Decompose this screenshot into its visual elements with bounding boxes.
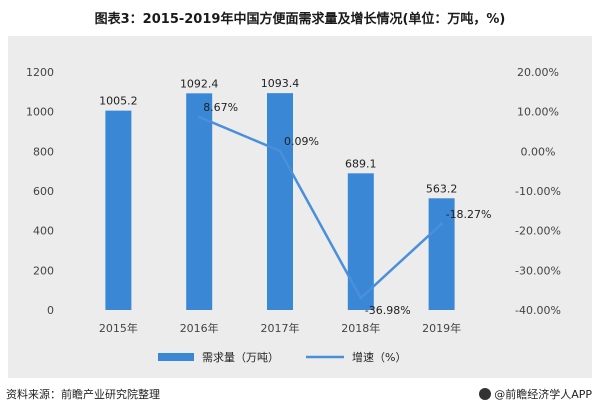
bar-data-labels: 1005.2 1092.4 1093.4 689.1 563.2 — [99, 77, 457, 195]
bar-data-label: 1092.4 — [180, 77, 219, 90]
left-axis-tick: 200 — [33, 264, 54, 277]
combo-chart: 0 200 400 600 800 1000 1200 -40.00% -30.00% -20.… — [26, 66, 561, 364]
bar-series — [105, 93, 455, 310]
left-axis-tick: 1000 — [26, 106, 54, 119]
bar — [428, 198, 455, 310]
line-data-label: 0.09% — [284, 135, 319, 148]
x-axis-ticks: 2015年 2016年 2017年 2018年 2019年 — [99, 321, 461, 335]
left-axis-tick: 1200 — [26, 66, 54, 79]
left-axis-tick: 600 — [33, 185, 54, 198]
left-axis-tick: 800 — [33, 145, 54, 158]
brand-logo-icon — [479, 388, 492, 400]
x-axis-tick: 2016年 — [180, 321, 219, 335]
x-axis-tick: 2015年 — [99, 321, 138, 335]
x-axis-tick: 2017年 — [261, 321, 300, 335]
right-axis-tick: -10.00% — [515, 185, 561, 198]
x-axis-tick: 2018年 — [341, 321, 380, 335]
line-point — [278, 149, 282, 153]
bar-data-label: 689.1 — [345, 157, 377, 170]
line-point — [440, 222, 444, 226]
line-data-labels: 8.67% 0.09% -36.98% -18.27% — [203, 101, 491, 317]
bar — [347, 173, 374, 310]
line-series — [197, 115, 444, 300]
bar — [267, 93, 293, 310]
brand-text: @前瞻经济学人APP — [494, 388, 592, 401]
line-data-label: -18.27% — [446, 208, 492, 221]
legend-bar-label: 需求量（万吨） — [202, 351, 279, 364]
line-point — [197, 115, 201, 119]
bar — [105, 110, 132, 310]
x-axis-tick: 2019年 — [422, 321, 461, 335]
right-axis-tick: 20.00% — [517, 66, 559, 79]
bar-data-label: 1005.2 — [99, 95, 138, 108]
source-note: 资料来源：前瞻产业研究院整理 — [6, 388, 160, 401]
right-axis-tick: 10.00% — [517, 106, 559, 119]
bar-data-label: 1093.4 — [261, 77, 300, 90]
right-axis-tick: -30.00% — [515, 264, 561, 277]
bar-data-label: 563.2 — [426, 182, 458, 195]
right-axis-ticks: -40.00% -30.00% -20.00% -10.00% 0.00% 10.00% 2… — [515, 66, 561, 317]
bar — [186, 93, 213, 310]
line-data-label: 8.67% — [203, 101, 238, 114]
legend-bar-swatch — [158, 353, 194, 361]
left-axis-ticks: 0 200 400 600 800 1000 1200 — [26, 66, 54, 317]
line-data-label: -36.98% — [365, 304, 411, 317]
brand-mark: @前瞻经济学人APP — [479, 386, 592, 402]
right-axis-tick: -40.00% — [515, 304, 561, 317]
growth-line — [198, 115, 443, 300]
legend-line-label: 增速（%） — [352, 350, 406, 364]
right-axis-tick: 0.00% — [521, 145, 556, 158]
line-point — [359, 296, 363, 300]
chart-panel: 0 200 400 600 800 1000 1200 -40.00% -30.00% -20.… — [8, 36, 592, 378]
right-axis-tick: -20.00% — [515, 225, 561, 238]
left-axis-tick: 0 — [47, 304, 54, 317]
left-axis-tick: 400 — [33, 225, 54, 238]
chart-title: 图表3：2015-2019年中国方便面需求量及增长情况(单位：万吨，%) — [94, 12, 506, 27]
legend: 需求量（万吨） 增速（%） — [158, 350, 406, 364]
